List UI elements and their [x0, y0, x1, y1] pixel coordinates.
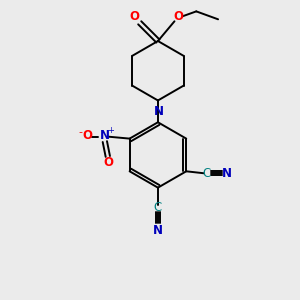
Text: +: +	[107, 126, 114, 135]
Text: O: O	[173, 10, 183, 23]
Text: O: O	[130, 11, 140, 23]
Text: N: N	[153, 224, 163, 237]
Text: O: O	[104, 156, 114, 169]
Text: C: C	[202, 167, 210, 180]
Text: N: N	[154, 105, 164, 118]
Text: O: O	[82, 129, 92, 142]
Text: N: N	[100, 129, 110, 142]
Text: C: C	[154, 201, 162, 214]
Text: N: N	[222, 167, 232, 180]
Text: -: -	[78, 127, 82, 137]
